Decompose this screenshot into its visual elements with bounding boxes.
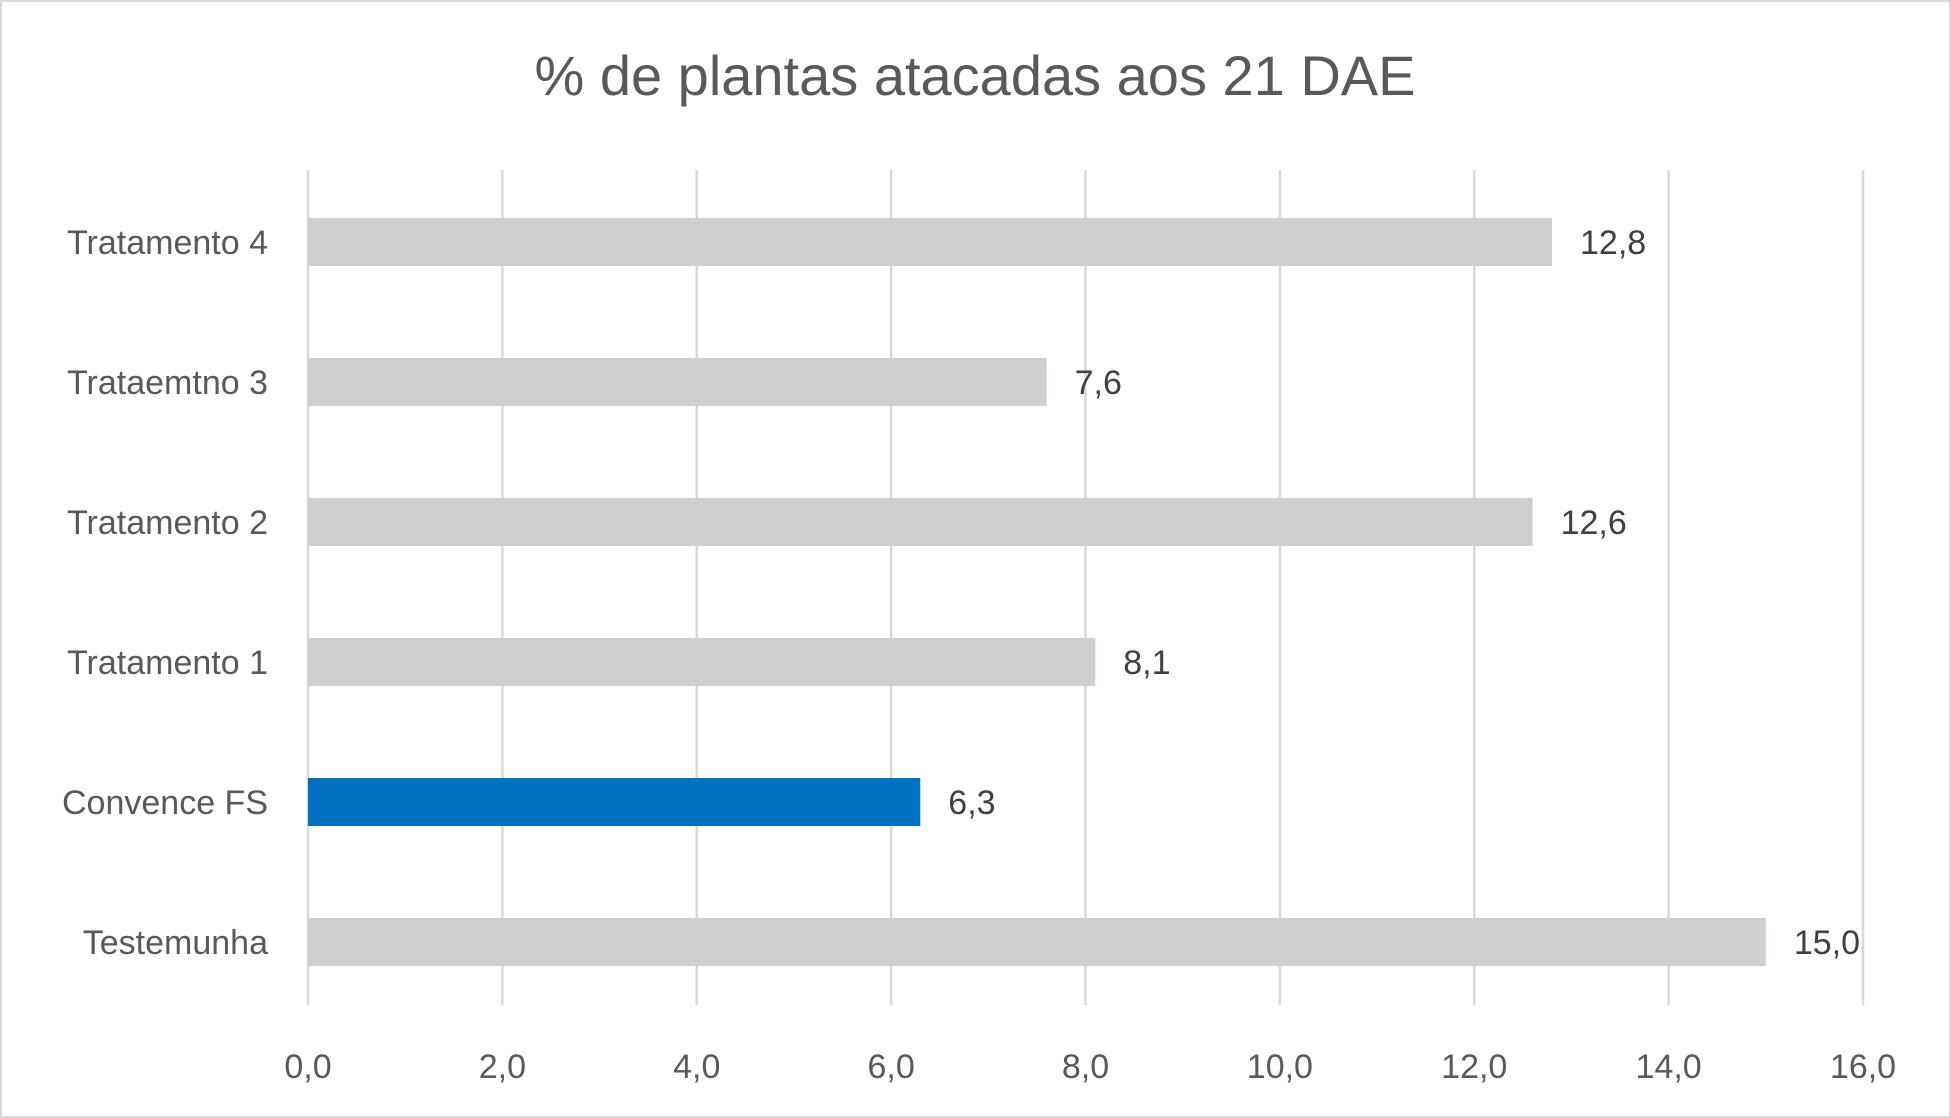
data-label: 12,8	[1580, 224, 1646, 262]
category-label: Tratamento 4	[67, 224, 268, 262]
data-label: 12,6	[1561, 504, 1627, 542]
data-label: 7,6	[1075, 364, 1122, 402]
x-tick-label: 4,0	[673, 1048, 720, 1086]
bar	[308, 778, 921, 826]
data-label: 8,1	[1123, 644, 1170, 682]
x-tick-label: 16,0	[1830, 1048, 1896, 1086]
category-label: Trataemtno 3	[67, 364, 268, 402]
bar	[308, 918, 1766, 966]
bars	[308, 218, 1766, 966]
category-label: Tratamento 1	[67, 644, 268, 682]
category-axis: Tratamento 4 Trataemtno 3 Tratamento 2 Trat…	[62, 224, 268, 962]
bar	[308, 638, 1096, 686]
category-label: Tratamento 2	[67, 504, 268, 542]
x-tick-label: 10,0	[1247, 1048, 1313, 1086]
x-tick-label: 8,0	[1062, 1048, 1109, 1086]
bar	[308, 218, 1552, 266]
gridlines	[306, 170, 1865, 1005]
data-label: 6,3	[948, 784, 995, 822]
x-tick-label: 0,0	[284, 1048, 331, 1086]
data-label: 15,0	[1794, 924, 1860, 962]
x-tick-label: 6,0	[867, 1048, 914, 1086]
chart-title: % de plantas atacadas aos 21 DAE	[534, 44, 1415, 107]
category-label: Convence FS	[62, 784, 268, 822]
x-tick-label: 12,0	[1441, 1048, 1507, 1086]
value-axis: 0,0 2,0 4,0 6,0 8,0 10,0 12,0 14,0 16,0	[284, 1048, 1896, 1086]
x-tick-label: 2,0	[479, 1048, 526, 1086]
data-labels: 12,8 7,6 12,6 8,1 6,3 15,0	[948, 224, 1860, 962]
bar	[308, 498, 1533, 546]
bar	[308, 358, 1047, 406]
x-tick-label: 14,0	[1636, 1048, 1702, 1086]
category-label: Testemunha	[83, 924, 268, 962]
